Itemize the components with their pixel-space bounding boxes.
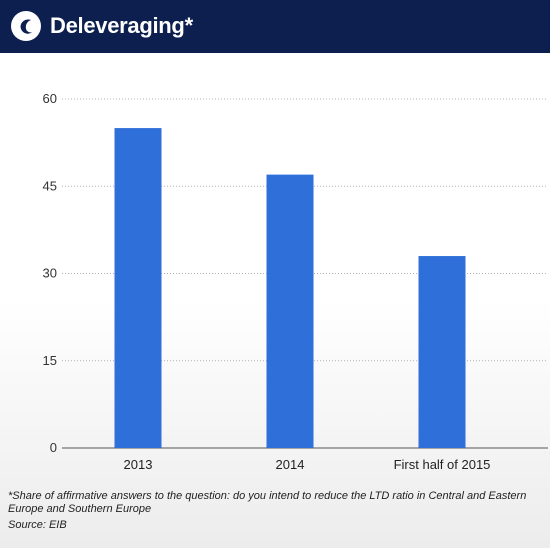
y-axis-labels: 0 15 30 45 60	[43, 91, 57, 455]
chart-bars	[114, 128, 466, 449]
y-tick-label: 0	[50, 440, 57, 455]
y-tick-label: 30	[43, 266, 57, 281]
bar	[418, 256, 466, 448]
x-tick-label: 2014	[276, 457, 305, 472]
statista-logo-icon	[11, 11, 41, 41]
chart-source: Source: EIB	[8, 519, 67, 531]
y-tick-label: 60	[43, 91, 57, 106]
x-axis-labels: 2013 2014 First half of 2015	[124, 457, 491, 472]
chart-title: Deleveraging*	[50, 13, 193, 38]
x-tick-label: 2013	[124, 457, 153, 472]
header-bar: Deleveraging*	[0, 0, 550, 53]
y-tick-label: 15	[43, 353, 57, 368]
y-tick-label: 45	[43, 178, 57, 193]
chart-footnote: *Share of affirmative answers to the que…	[8, 490, 527, 515]
x-tick-label: First half of 2015	[394, 457, 491, 472]
bar	[266, 174, 314, 448]
bar-chart: 0 15 30 45 60 2013 2014 First half of 2015	[43, 91, 548, 472]
bar	[114, 128, 162, 449]
